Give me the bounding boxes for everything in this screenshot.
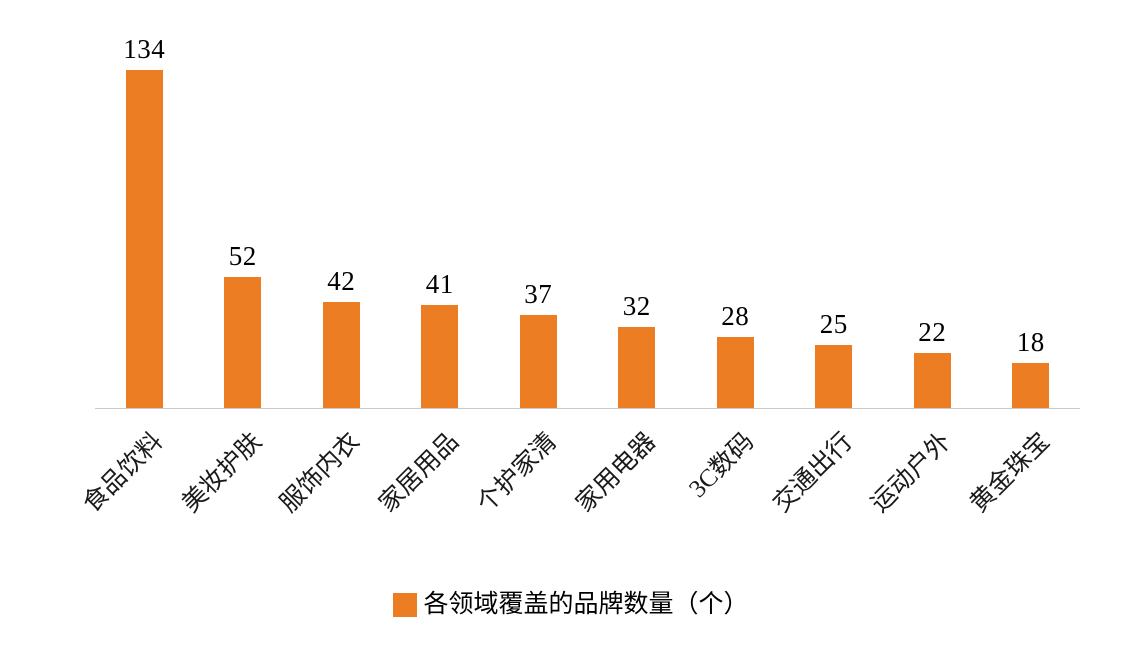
legend-marker-icon [393, 592, 418, 617]
x-axis-label: 服饰内衣 [275, 427, 366, 518]
bar [618, 327, 656, 408]
x-axis-label: 家居用品 [374, 427, 465, 518]
bars-container: 134 52 42 41 37 32 28 25 22 18 [95, 0, 1080, 408]
x-axis-label: 黄金珠宝 [965, 427, 1056, 518]
bar-value-label: 18 [1016, 327, 1045, 357]
x-axis-label: 运动户外 [866, 427, 957, 518]
bar-value-label: 52 [228, 241, 257, 271]
x-axis-label: 交通出行 [768, 427, 859, 518]
x-axis-label: 食品饮料 [78, 427, 169, 518]
bar-group: 52 [194, 243, 293, 408]
bar-group: 41 [391, 271, 490, 408]
bar [716, 337, 754, 408]
x-axis-label: 美妆护肤 [177, 427, 268, 518]
bar-group: 25 [785, 311, 884, 408]
bar-value-label: 22 [918, 317, 947, 347]
legend: 各领域覆盖的品牌数量（个） [0, 592, 1142, 617]
bar [913, 353, 951, 408]
bar [519, 315, 557, 408]
bar [224, 277, 262, 408]
bar-value-label: 41 [425, 269, 454, 299]
bar [815, 345, 853, 408]
bar-group: 42 [292, 268, 391, 408]
bar-value-label: 25 [819, 309, 848, 339]
bar-group: 28 [686, 303, 785, 408]
bar [125, 70, 163, 408]
bar-value-label: 28 [721, 301, 750, 331]
bar-value-label: 134 [123, 34, 166, 64]
bar-value-label: 32 [622, 291, 651, 321]
bar-group: 18 [982, 329, 1081, 408]
x-axis-label: 3C数码 [683, 427, 760, 504]
plot-area: 134 52 42 41 37 32 28 25 22 18 [95, 0, 1080, 409]
bar-value-label: 42 [327, 266, 356, 296]
x-axis-labels: 食品饮料 美妆护肤 服饰内衣 家居用品 个护家清 家用电器 3C数码 交通出行 运动户外 黄金珠宝 [78, 409, 1080, 579]
bar [1012, 363, 1050, 408]
bar-value-label: 37 [524, 279, 553, 309]
bar-group: 134 [95, 36, 194, 408]
legend-label: 各领域覆盖的品牌数量（个） [423, 591, 749, 618]
bar-group: 32 [588, 293, 687, 408]
bar [421, 305, 459, 408]
bar [322, 302, 360, 408]
bar-group: 22 [883, 319, 982, 408]
x-axis-label: 家用电器 [571, 427, 662, 518]
bar-group: 37 [489, 281, 588, 408]
x-axis-label: 个护家清 [472, 427, 563, 518]
